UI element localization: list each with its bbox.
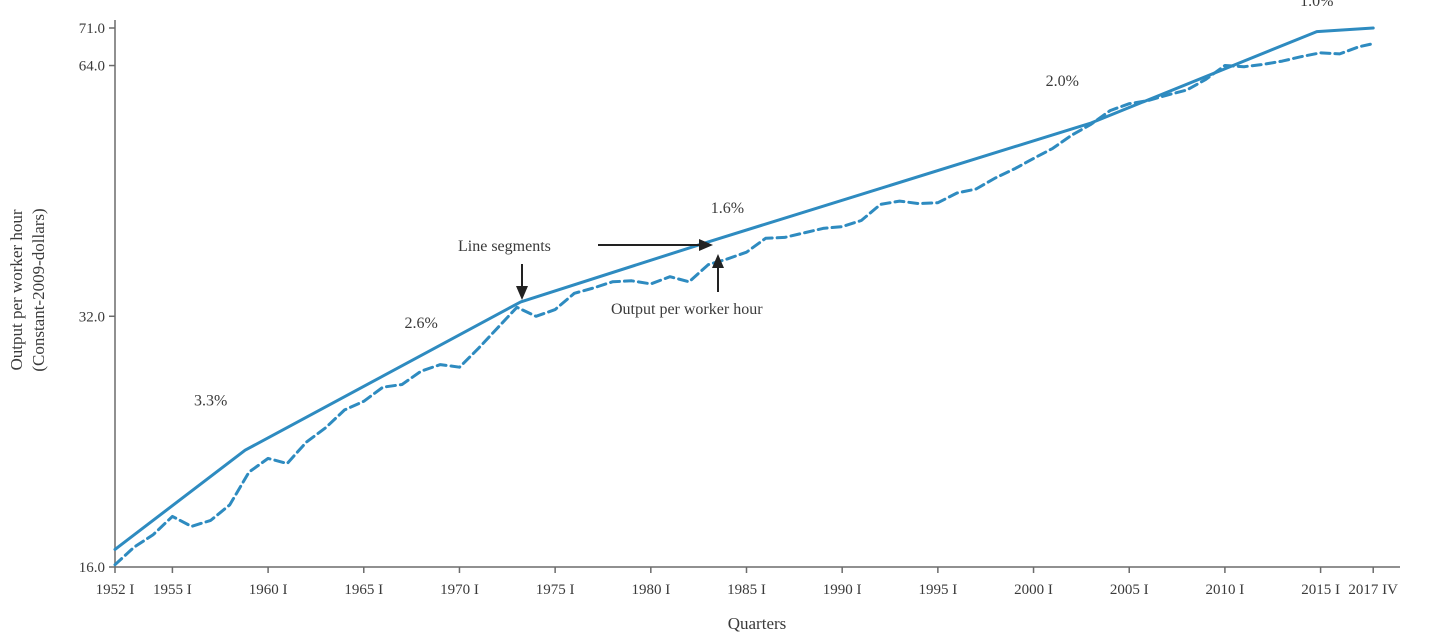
y-axis-title-line1: Output per worker hour: [7, 209, 26, 370]
x-axis-title: Quarters: [728, 614, 787, 633]
annotation-line-segments: Line segments: [458, 238, 713, 300]
growth-rate-label: 3.3%: [194, 393, 227, 410]
growth-rate-label: 1.6%: [711, 200, 744, 217]
x-tick-label: 1995 I: [918, 582, 957, 598]
x-tick-label: 1985 I: [727, 582, 766, 598]
trend-line-segments: [113, 26, 1375, 551]
x-tick-label: 1980 I: [631, 582, 670, 598]
annotation-output-per-worker-hour: Output per worker hour: [611, 254, 763, 318]
x-tick-label: 1970 I: [440, 582, 479, 598]
series-layer: [113, 26, 1375, 567]
arrow-right-head: [699, 239, 713, 251]
x-tick-label: 1990 I: [823, 582, 862, 598]
x-tick-label: 1960 I: [249, 582, 288, 598]
x-tick-label: 1955 I: [153, 582, 192, 598]
growth-rate-label: 2.0%: [1046, 73, 1079, 90]
x-tick-label: 2010 I: [1206, 582, 1245, 598]
y-tick-label: 71.0: [79, 21, 105, 37]
y-tick-label: 16.0: [79, 560, 105, 576]
arrow-down-head: [516, 286, 528, 300]
y-tick-label: 32.0: [79, 309, 105, 325]
annotation-line-segments-label: Line segments: [458, 238, 551, 255]
x-tick-label: 2015 I: [1301, 582, 1340, 598]
growth-rate-label: 2.6%: [405, 315, 438, 332]
x-tick-label: 1965 I: [344, 582, 383, 598]
annotation-output-per-worker-hour-label: Output per worker hour: [611, 301, 763, 318]
plot-area: 16.0 32.0 64.0 71.0 1952 I 1955 I 1960 I 1965 …: [7, 0, 1400, 633]
output-per-worker-hour-line: [113, 42, 1375, 567]
x-ticks: 1952 I 1955 I 1960 I 1965 I 1970 I 1975 I 1980…: [96, 567, 1398, 598]
x-tick-label: 1975 I: [536, 582, 575, 598]
x-tick-label: 2000 I: [1014, 582, 1053, 598]
arrow-up-head: [712, 254, 724, 268]
y-ticks: 16.0 32.0 64.0 71.0: [79, 21, 115, 576]
y-tick-label: 64.0: [79, 59, 105, 75]
x-tick-label: 2005 I: [1110, 582, 1149, 598]
x-tick-label: 2017 IV: [1348, 582, 1398, 598]
growth-rate-labels: 3.3% 2.6% 1.6% 2.0% 1.0%: [194, 0, 1333, 410]
growth-rate-label: 1.0%: [1300, 0, 1333, 10]
x-tick-label: 1952 I: [96, 582, 135, 598]
y-axis-title-line2: (Constant-2009-dollars): [29, 208, 48, 371]
